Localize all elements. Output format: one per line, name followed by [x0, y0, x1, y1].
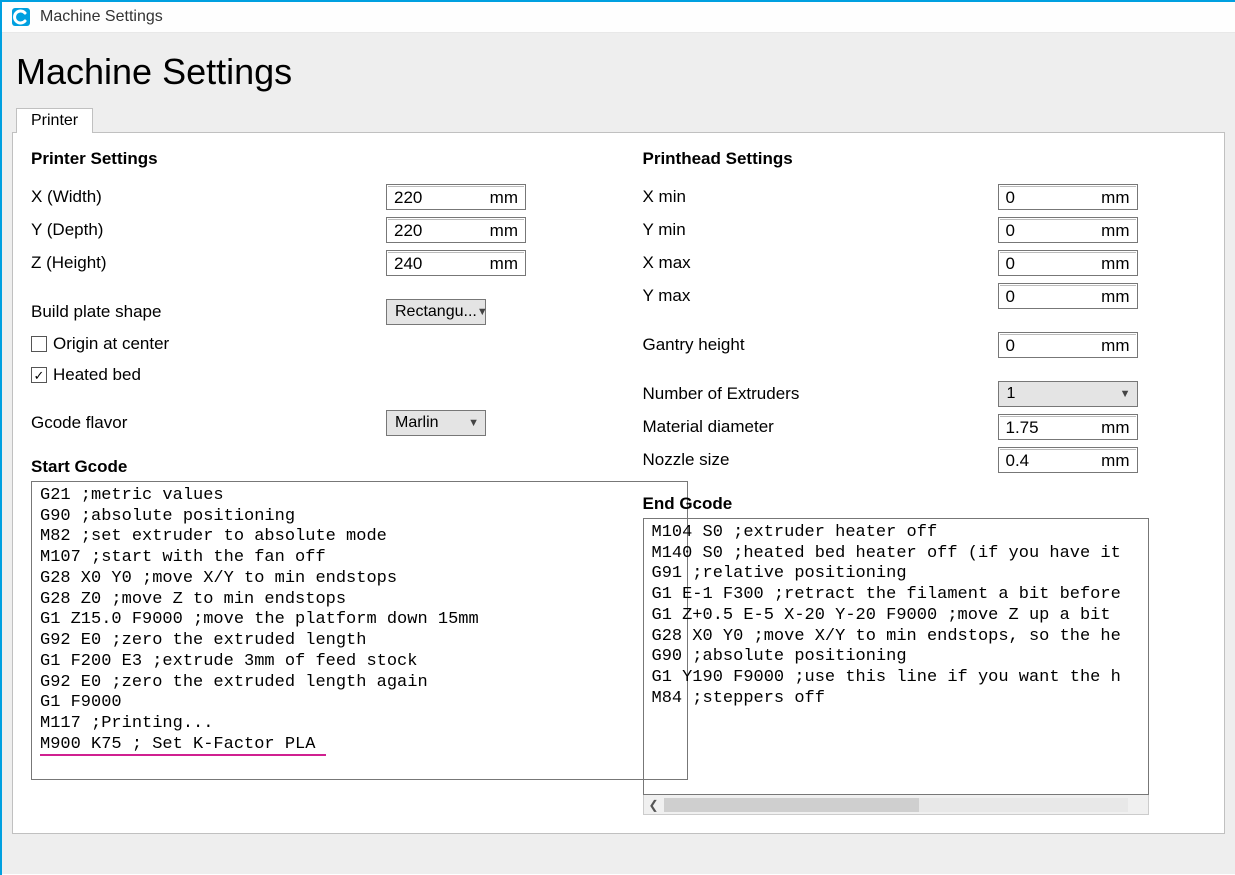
y-min-input[interactable]: [1000, 219, 1092, 241]
material-diameter-unit: mm: [1092, 416, 1136, 438]
y-min-label: Y min: [643, 220, 998, 240]
row-origin-at-center[interactable]: Origin at center: [31, 331, 595, 357]
row-build-plate-shape: Build plate shape Rectangu... ▼: [31, 298, 595, 326]
chevron-down-icon: ▼: [477, 306, 488, 318]
y-max-label: Y max: [643, 286, 998, 306]
build-plate-shape-select[interactable]: Rectangu... ▼: [386, 299, 486, 325]
page-title: Machine Settings: [16, 51, 1225, 93]
end-gcode-textarea[interactable]: M104 S0 ;extruder heater off M140 S0 ;he…: [643, 518, 1149, 795]
scroll-right-arrow-icon[interactable]: [1128, 796, 1148, 814]
scroll-thumb[interactable]: [664, 798, 919, 812]
printhead-settings-col: Printhead Settings X min mm Y min mm X m…: [643, 149, 1207, 815]
x-min-field[interactable]: mm: [998, 184, 1138, 210]
panel: Printer Settings X (Width) mm Y (Depth) …: [12, 132, 1225, 834]
row-gantry-height: Gantry height mm: [643, 331, 1207, 359]
x-width-input[interactable]: [388, 186, 480, 208]
build-plate-shape-value: Rectangu...: [395, 303, 477, 321]
gantry-height-input[interactable]: [1000, 334, 1092, 356]
row-gcode-flavor: Gcode flavor Marlin ▼: [31, 409, 595, 437]
scroll-track[interactable]: [664, 798, 1128, 812]
start-gcode-header: Start Gcode: [31, 457, 595, 477]
num-extruders-value: 1: [1007, 385, 1016, 403]
chevron-down-icon: ▼: [1120, 388, 1131, 400]
y-max-input[interactable]: [1000, 285, 1092, 307]
row-x-min: X min mm: [643, 183, 1207, 211]
y-max-unit: mm: [1092, 285, 1136, 307]
origin-at-center-checkbox[interactable]: [31, 336, 47, 352]
y-max-field[interactable]: mm: [998, 283, 1138, 309]
printer-settings-col: Printer Settings X (Width) mm Y (Depth) …: [31, 149, 595, 815]
y-depth-label: Y (Depth): [31, 220, 386, 240]
x-max-input[interactable]: [1000, 252, 1092, 274]
end-gcode-h-scrollbar[interactable]: ❮: [643, 795, 1149, 815]
window-title: Machine Settings: [40, 8, 163, 26]
origin-at-center-label: Origin at center: [53, 334, 169, 354]
gantry-height-unit: mm: [1092, 334, 1136, 356]
y-min-field[interactable]: mm: [998, 217, 1138, 243]
x-width-unit: mm: [480, 186, 524, 208]
material-diameter-label: Material diameter: [643, 417, 998, 437]
nozzle-size-field[interactable]: mm: [998, 447, 1138, 473]
material-diameter-field[interactable]: mm: [998, 414, 1138, 440]
gantry-height-field[interactable]: mm: [998, 332, 1138, 358]
app-icon: [10, 6, 32, 28]
start-gcode-text: G21 ;metric values G90 ;absolute positio…: [40, 486, 479, 733]
x-width-field[interactable]: mm: [386, 184, 526, 210]
num-extruders-label: Number of Extruders: [643, 384, 998, 404]
z-height-input[interactable]: [388, 252, 480, 274]
titlebar: Machine Settings: [2, 2, 1235, 33]
gantry-height-label: Gantry height: [643, 335, 998, 355]
x-min-label: X min: [643, 187, 998, 207]
row-y-depth: Y (Depth) mm: [31, 216, 595, 244]
z-height-label: Z (Height): [31, 253, 386, 273]
row-heated-bed[interactable]: ✓ Heated bed: [31, 362, 595, 388]
z-height-unit: mm: [480, 252, 524, 274]
x-max-unit: mm: [1092, 252, 1136, 274]
printhead-settings-header: Printhead Settings: [643, 149, 1207, 169]
row-y-max: Y max mm: [643, 282, 1207, 310]
num-extruders-select[interactable]: 1 ▼: [998, 381, 1138, 407]
row-y-min: Y min mm: [643, 216, 1207, 244]
row-x-width: X (Width) mm: [31, 183, 595, 211]
y-min-unit: mm: [1092, 219, 1136, 241]
x-min-input[interactable]: [1000, 186, 1092, 208]
end-gcode-header: End Gcode: [643, 494, 1207, 514]
build-plate-shape-label: Build plate shape: [31, 302, 386, 322]
content: Machine Settings Printer Printer Setting…: [2, 33, 1235, 874]
row-material-diameter: Material diameter mm: [643, 413, 1207, 441]
heated-bed-checkbox[interactable]: ✓: [31, 367, 47, 383]
x-width-label: X (Width): [31, 187, 386, 207]
y-depth-field[interactable]: mm: [386, 217, 526, 243]
z-height-field[interactable]: mm: [386, 250, 526, 276]
material-diameter-input[interactable]: [1000, 416, 1092, 438]
printer-settings-header: Printer Settings: [31, 149, 595, 169]
row-num-extruders: Number of Extruders 1 ▼: [643, 380, 1207, 408]
heated-bed-label: Heated bed: [53, 365, 141, 385]
x-max-field[interactable]: mm: [998, 250, 1138, 276]
nozzle-size-input[interactable]: [1000, 449, 1092, 471]
row-x-max: X max mm: [643, 249, 1207, 277]
x-min-unit: mm: [1092, 186, 1136, 208]
row-nozzle-size: Nozzle size mm: [643, 446, 1207, 474]
x-max-label: X max: [643, 253, 998, 273]
row-z-height: Z (Height) mm: [31, 249, 595, 277]
tab-printer[interactable]: Printer: [16, 108, 93, 133]
nozzle-size-unit: mm: [1092, 449, 1136, 471]
scroll-left-arrow-icon[interactable]: ❮: [644, 796, 664, 814]
gcode-flavor-select[interactable]: Marlin ▼: [386, 410, 486, 436]
start-gcode-textarea[interactable]: G21 ;metric values G90 ;absolute positio…: [31, 481, 688, 780]
gcode-flavor-value: Marlin: [395, 414, 439, 432]
y-depth-input[interactable]: [388, 219, 480, 241]
start-gcode-kfactor-line: M900 K75 ; Set K-Factor PLA: [40, 735, 326, 756]
y-depth-unit: mm: [480, 219, 524, 241]
chevron-down-icon: ▼: [468, 417, 479, 429]
tabs: Printer: [16, 107, 1225, 132]
nozzle-size-label: Nozzle size: [643, 450, 998, 470]
gcode-flavor-label: Gcode flavor: [31, 413, 386, 433]
